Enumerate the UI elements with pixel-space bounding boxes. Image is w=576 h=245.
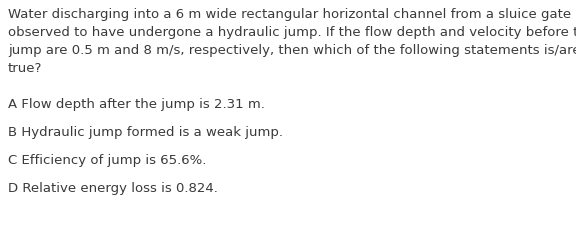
Text: observed to have undergone a hydraulic jump. If the flow depth and velocity befo: observed to have undergone a hydraulic j…	[8, 26, 576, 39]
Text: true?: true?	[8, 62, 43, 75]
Text: B Hydraulic jump formed is a weak jump.: B Hydraulic jump formed is a weak jump.	[8, 126, 283, 139]
Text: C Efficiency of jump is 65.6%.: C Efficiency of jump is 65.6%.	[8, 154, 206, 167]
Text: jump are 0.5 m and 8 m/s, respectively, then which of the following statements i: jump are 0.5 m and 8 m/s, respectively, …	[8, 44, 576, 57]
Text: D Relative energy loss is 0.824.: D Relative energy loss is 0.824.	[8, 182, 218, 195]
Text: Water discharging into a 6 m wide rectangular horizontal channel from a sluice g: Water discharging into a 6 m wide rectan…	[8, 8, 576, 21]
Text: A Flow depth after the jump is 2.31 m.: A Flow depth after the jump is 2.31 m.	[8, 98, 265, 111]
